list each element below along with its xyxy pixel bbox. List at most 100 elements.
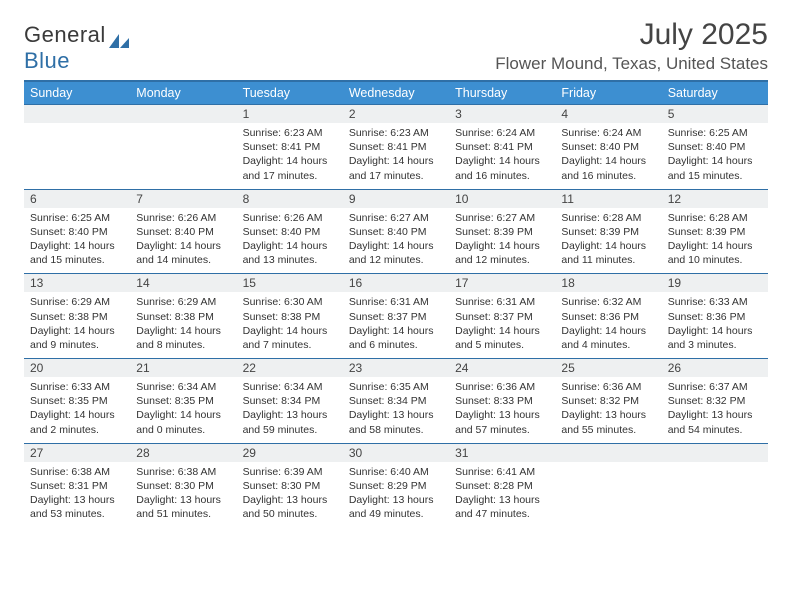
sunset-text: Sunset: 8:30 PM (136, 479, 230, 493)
title-block: July 2025 Flower Mound, Texas, United St… (495, 18, 768, 74)
sunset-text: Sunset: 8:36 PM (561, 310, 655, 324)
sunrise-text: Sunrise: 6:26 AM (243, 211, 337, 225)
daylight-text: Daylight: 14 hours and 4 minutes. (561, 324, 655, 352)
day-detail-cell: Sunrise: 6:29 AMSunset: 8:38 PMDaylight:… (130, 292, 236, 358)
sunset-text: Sunset: 8:41 PM (243, 140, 337, 154)
day-number-cell: 4 (555, 105, 661, 124)
header: GeneralBlue July 2025 Flower Mound, Texa… (24, 18, 768, 74)
day-detail-cell: Sunrise: 6:31 AMSunset: 8:37 PMDaylight:… (449, 292, 555, 358)
day-number-cell: 8 (237, 189, 343, 208)
day-detail-cell: Sunrise: 6:37 AMSunset: 8:32 PMDaylight:… (662, 377, 768, 443)
col-thursday: Thursday (449, 82, 555, 105)
sunset-text: Sunset: 8:40 PM (561, 140, 655, 154)
daylight-text: Daylight: 14 hours and 6 minutes. (349, 324, 443, 352)
day-number-cell: 21 (130, 359, 236, 378)
sunrise-text: Sunrise: 6:29 AM (136, 295, 230, 309)
daynum-row: 12345 (24, 105, 768, 124)
daylight-text: Daylight: 14 hours and 2 minutes. (30, 408, 124, 436)
day-detail-cell (662, 462, 768, 528)
day-number-cell: 13 (24, 274, 130, 293)
col-tuesday: Tuesday (237, 82, 343, 105)
day-detail-cell: Sunrise: 6:26 AMSunset: 8:40 PMDaylight:… (237, 208, 343, 274)
daynum-row: 2728293031 (24, 443, 768, 462)
sunrise-text: Sunrise: 6:32 AM (561, 295, 655, 309)
sunrise-text: Sunrise: 6:31 AM (349, 295, 443, 309)
day-detail-cell: Sunrise: 6:28 AMSunset: 8:39 PMDaylight:… (555, 208, 661, 274)
day-detail-cell: Sunrise: 6:39 AMSunset: 8:30 PMDaylight:… (237, 462, 343, 528)
day-number-cell: 2 (343, 105, 449, 124)
col-wednesday: Wednesday (343, 82, 449, 105)
sunset-text: Sunset: 8:40 PM (136, 225, 230, 239)
col-monday: Monday (130, 82, 236, 105)
day-detail-cell: Sunrise: 6:24 AMSunset: 8:40 PMDaylight:… (555, 123, 661, 189)
sunrise-text: Sunrise: 6:27 AM (349, 211, 443, 225)
day-number-cell: 7 (130, 189, 236, 208)
day-number-cell: 24 (449, 359, 555, 378)
day-number-cell (662, 443, 768, 462)
day-detail-cell: Sunrise: 6:35 AMSunset: 8:34 PMDaylight:… (343, 377, 449, 443)
col-sunday: Sunday (24, 82, 130, 105)
daylight-text: Daylight: 14 hours and 3 minutes. (668, 324, 762, 352)
day-detail-cell (555, 462, 661, 528)
daylight-text: Daylight: 14 hours and 10 minutes. (668, 239, 762, 267)
sunrise-text: Sunrise: 6:41 AM (455, 465, 549, 479)
daylight-text: Daylight: 14 hours and 17 minutes. (243, 154, 337, 182)
calendar-table: Sunday Monday Tuesday Wednesday Thursday… (24, 82, 768, 527)
sunset-text: Sunset: 8:30 PM (243, 479, 337, 493)
detail-row: Sunrise: 6:25 AMSunset: 8:40 PMDaylight:… (24, 208, 768, 274)
sunset-text: Sunset: 8:38 PM (243, 310, 337, 324)
day-detail-cell: Sunrise: 6:38 AMSunset: 8:31 PMDaylight:… (24, 462, 130, 528)
day-detail-cell: Sunrise: 6:32 AMSunset: 8:36 PMDaylight:… (555, 292, 661, 358)
sunrise-text: Sunrise: 6:31 AM (455, 295, 549, 309)
daylight-text: Daylight: 13 hours and 54 minutes. (668, 408, 762, 436)
day-detail-cell: Sunrise: 6:40 AMSunset: 8:29 PMDaylight:… (343, 462, 449, 528)
daylight-text: Daylight: 13 hours and 59 minutes. (243, 408, 337, 436)
sunrise-text: Sunrise: 6:40 AM (349, 465, 443, 479)
sunrise-text: Sunrise: 6:30 AM (243, 295, 337, 309)
day-number-cell: 9 (343, 189, 449, 208)
day-detail-cell: Sunrise: 6:24 AMSunset: 8:41 PMDaylight:… (449, 123, 555, 189)
day-detail-cell: Sunrise: 6:27 AMSunset: 8:40 PMDaylight:… (343, 208, 449, 274)
sunset-text: Sunset: 8:28 PM (455, 479, 549, 493)
day-detail-cell: Sunrise: 6:34 AMSunset: 8:34 PMDaylight:… (237, 377, 343, 443)
sunrise-text: Sunrise: 6:27 AM (455, 211, 549, 225)
day-detail-cell: Sunrise: 6:26 AMSunset: 8:40 PMDaylight:… (130, 208, 236, 274)
day-number-cell: 31 (449, 443, 555, 462)
sunset-text: Sunset: 8:40 PM (243, 225, 337, 239)
sunset-text: Sunset: 8:41 PM (349, 140, 443, 154)
daylight-text: Daylight: 14 hours and 0 minutes. (136, 408, 230, 436)
day-number-cell: 23 (343, 359, 449, 378)
sunrise-text: Sunrise: 6:28 AM (561, 211, 655, 225)
detail-row: Sunrise: 6:38 AMSunset: 8:31 PMDaylight:… (24, 462, 768, 528)
col-saturday: Saturday (662, 82, 768, 105)
sunrise-text: Sunrise: 6:36 AM (455, 380, 549, 394)
sunrise-text: Sunrise: 6:34 AM (136, 380, 230, 394)
daylight-text: Daylight: 14 hours and 14 minutes. (136, 239, 230, 267)
sunrise-text: Sunrise: 6:23 AM (349, 126, 443, 140)
day-number-cell: 6 (24, 189, 130, 208)
daynum-row: 20212223242526 (24, 359, 768, 378)
sunrise-text: Sunrise: 6:26 AM (136, 211, 230, 225)
daylight-text: Daylight: 13 hours and 58 minutes. (349, 408, 443, 436)
sunset-text: Sunset: 8:39 PM (455, 225, 549, 239)
day-detail-cell: Sunrise: 6:33 AMSunset: 8:36 PMDaylight:… (662, 292, 768, 358)
day-number-cell: 29 (237, 443, 343, 462)
detail-row: Sunrise: 6:23 AMSunset: 8:41 PMDaylight:… (24, 123, 768, 189)
sunrise-text: Sunrise: 6:24 AM (561, 126, 655, 140)
detail-row: Sunrise: 6:33 AMSunset: 8:35 PMDaylight:… (24, 377, 768, 443)
day-number-cell: 14 (130, 274, 236, 293)
daylight-text: Daylight: 13 hours and 50 minutes. (243, 493, 337, 521)
sunrise-text: Sunrise: 6:34 AM (243, 380, 337, 394)
sunset-text: Sunset: 8:37 PM (349, 310, 443, 324)
sunset-text: Sunset: 8:31 PM (30, 479, 124, 493)
sunset-text: Sunset: 8:40 PM (668, 140, 762, 154)
sunset-text: Sunset: 8:41 PM (455, 140, 549, 154)
daylight-text: Daylight: 14 hours and 16 minutes. (455, 154, 549, 182)
day-number-cell: 1 (237, 105, 343, 124)
sunset-text: Sunset: 8:32 PM (668, 394, 762, 408)
day-number-cell: 27 (24, 443, 130, 462)
daylight-text: Daylight: 14 hours and 12 minutes. (349, 239, 443, 267)
day-number-cell (130, 105, 236, 124)
day-number-cell (555, 443, 661, 462)
day-number-cell: 10 (449, 189, 555, 208)
